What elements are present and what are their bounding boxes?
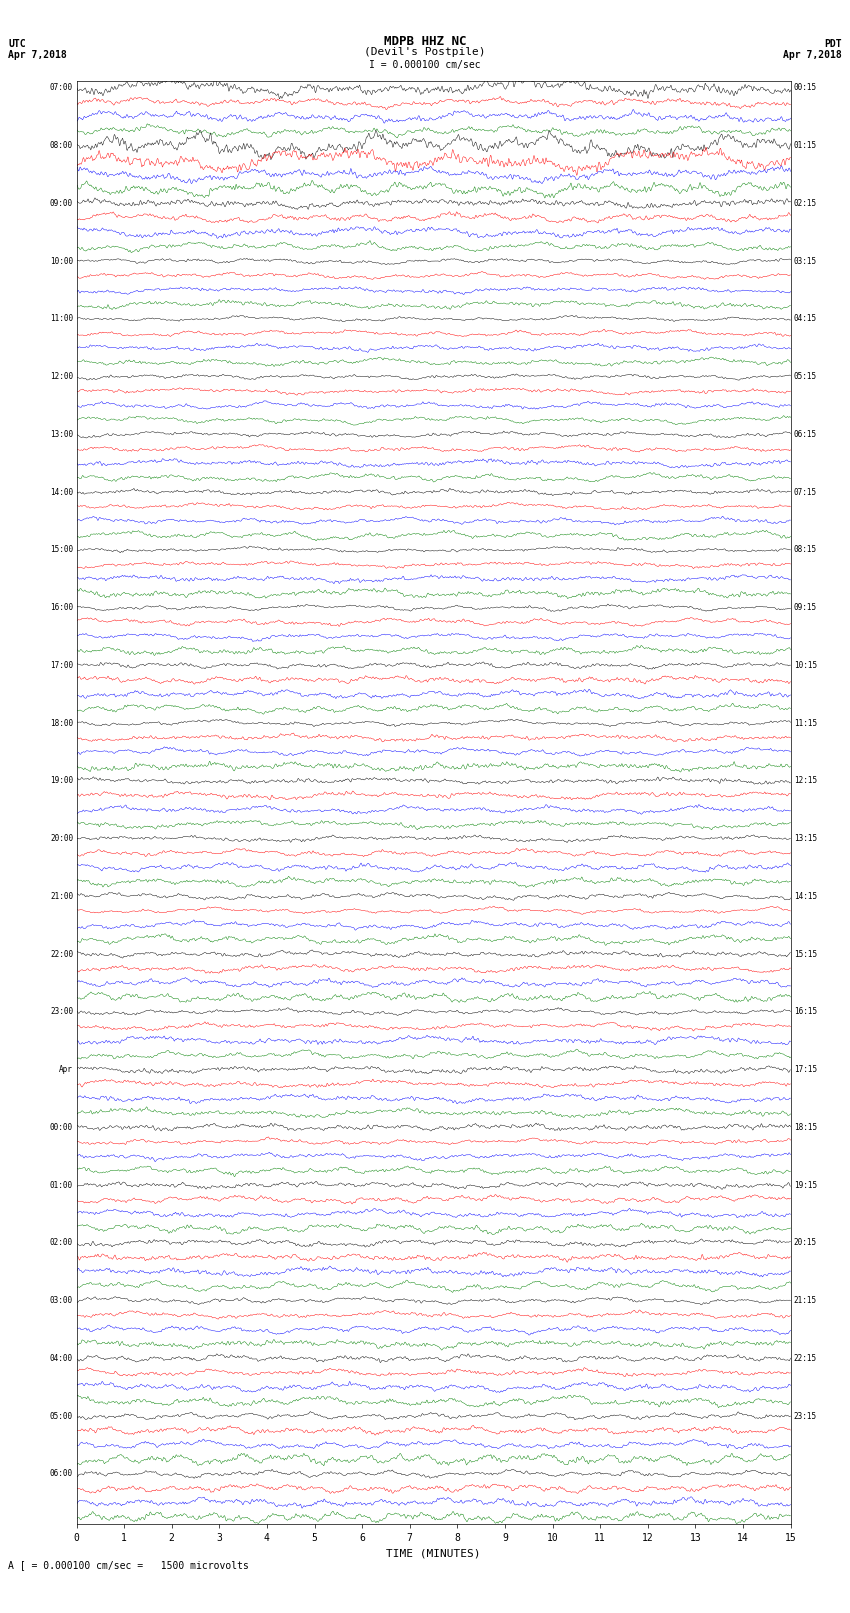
Text: 14:00: 14:00 [50,487,73,497]
X-axis label: TIME (MINUTES): TIME (MINUTES) [386,1548,481,1558]
Text: 16:15: 16:15 [794,1007,817,1016]
Text: 15:15: 15:15 [794,950,817,958]
Text: 21:15: 21:15 [794,1295,817,1305]
Text: Apr 7,2018: Apr 7,2018 [8,50,67,60]
Text: 17:15: 17:15 [794,1065,817,1074]
Text: 07:15: 07:15 [794,487,817,497]
Text: 05:15: 05:15 [794,373,817,381]
Text: 05:00: 05:00 [50,1411,73,1421]
Text: 03:15: 03:15 [794,256,817,266]
Text: 18:15: 18:15 [794,1123,817,1132]
Text: MDPB HHZ NC: MDPB HHZ NC [383,35,467,48]
Text: 04:15: 04:15 [794,315,817,323]
Text: 02:00: 02:00 [50,1239,73,1247]
Text: Apr 7,2018: Apr 7,2018 [783,50,842,60]
Text: 23:00: 23:00 [50,1007,73,1016]
Text: 15:00: 15:00 [50,545,73,555]
Text: 00:00: 00:00 [50,1123,73,1132]
Text: PDT: PDT [824,39,842,48]
Text: 10:00: 10:00 [50,256,73,266]
Text: 00:15: 00:15 [794,84,817,92]
Text: 20:00: 20:00 [50,834,73,844]
Text: 03:00: 03:00 [50,1295,73,1305]
Text: 12:15: 12:15 [794,776,817,786]
Text: 16:00: 16:00 [50,603,73,611]
Text: 12:00: 12:00 [50,373,73,381]
Text: 10:15: 10:15 [794,661,817,669]
Text: 08:00: 08:00 [50,140,73,150]
Text: 11:00: 11:00 [50,315,73,323]
Text: 22:15: 22:15 [794,1353,817,1363]
Text: 19:00: 19:00 [50,776,73,786]
Text: 04:00: 04:00 [50,1353,73,1363]
Text: 13:00: 13:00 [50,429,73,439]
Text: 13:15: 13:15 [794,834,817,844]
Text: 11:15: 11:15 [794,718,817,727]
Text: 23:15: 23:15 [794,1411,817,1421]
Text: 18:00: 18:00 [50,718,73,727]
Text: 01:15: 01:15 [794,140,817,150]
Text: 17:00: 17:00 [50,661,73,669]
Text: UTC: UTC [8,39,26,48]
Text: 06:15: 06:15 [794,429,817,439]
Text: 20:15: 20:15 [794,1239,817,1247]
Text: 01:00: 01:00 [50,1181,73,1189]
Text: 22:00: 22:00 [50,950,73,958]
Text: (Devil's Postpile): (Devil's Postpile) [365,47,485,56]
Text: Apr: Apr [60,1065,73,1074]
Text: 07:00: 07:00 [50,84,73,92]
Text: 09:15: 09:15 [794,603,817,611]
Text: 06:00: 06:00 [50,1469,73,1478]
Text: I = 0.000100 cm/sec: I = 0.000100 cm/sec [369,60,481,69]
Text: 09:00: 09:00 [50,198,73,208]
Text: 19:15: 19:15 [794,1181,817,1189]
Text: 14:15: 14:15 [794,892,817,900]
Text: 02:15: 02:15 [794,198,817,208]
Text: A [ = 0.000100 cm/sec =   1500 microvolts: A [ = 0.000100 cm/sec = 1500 microvolts [8,1560,249,1569]
Text: 21:00: 21:00 [50,892,73,900]
Text: 08:15: 08:15 [794,545,817,555]
